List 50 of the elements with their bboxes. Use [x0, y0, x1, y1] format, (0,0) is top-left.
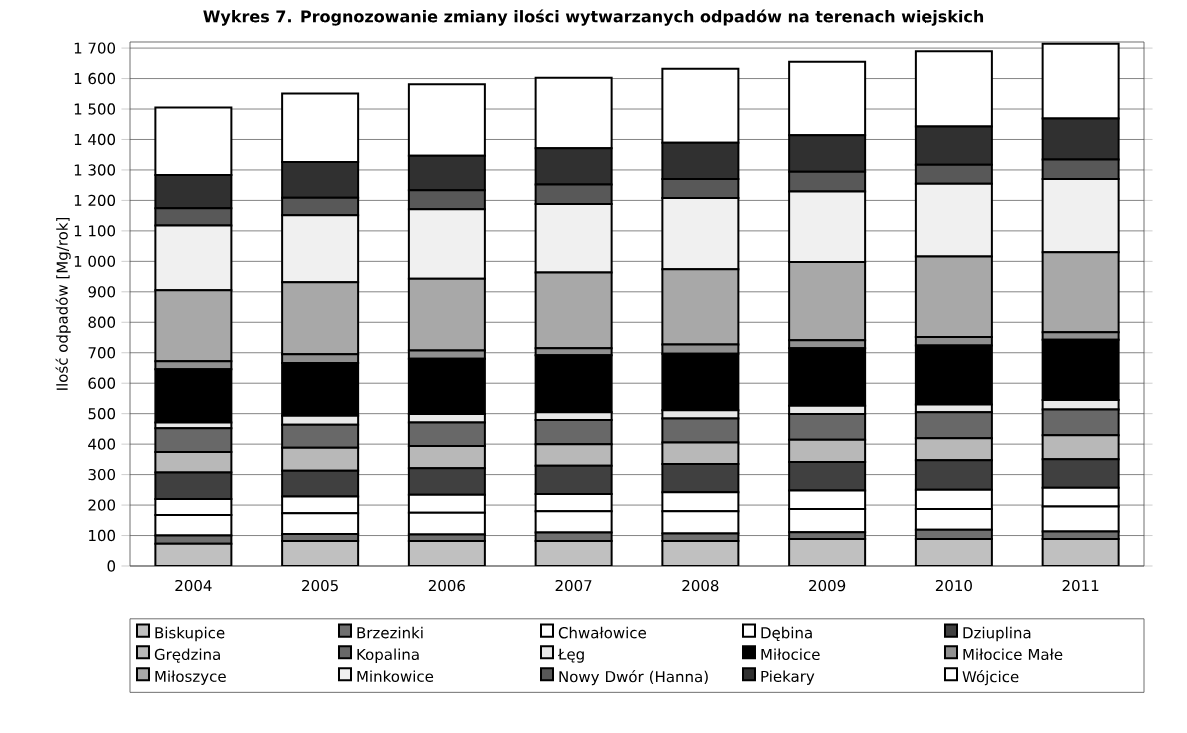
y-tick-label: 700 — [88, 347, 116, 359]
x-tick-label: 2007 — [555, 579, 592, 592]
legend-label: Chwałowice — [558, 626, 647, 639]
legend-label: Piekary — [761, 670, 815, 685]
x-tick-label: 2005 — [302, 579, 338, 592]
y-tick-label: 800 — [88, 316, 116, 328]
y-tick-label: 1 600 — [74, 72, 116, 85]
chart-title: Wykres 7. Prognozowanie zmiany ilości wytwarzanych odpadów na terenach wiejskich — [203, 9, 984, 26]
legend-label: Brzezinki — [357, 626, 423, 639]
legend-label: Dziuplina — [963, 626, 1031, 642]
y-tick-label: 300 — [88, 468, 116, 481]
bar — [914, 537, 993, 566]
y-tick-label: 100 — [89, 529, 116, 542]
bar — [661, 540, 740, 566]
y-tick-label: 200 — [88, 499, 116, 511]
legend-label: Kopalina — [357, 648, 419, 663]
legend-label: Grędzina — [154, 648, 220, 663]
bar — [408, 541, 485, 566]
x-tick-label: 2006 — [428, 579, 466, 592]
y-axis-title: Ilość odpadów [Mg/rok] — [55, 217, 71, 390]
y-tick-label: 1 400 — [74, 133, 116, 146]
y-tick-label: 500 — [88, 408, 116, 420]
y-tick-label: 600 — [88, 377, 116, 389]
legend-label: Miłocice Małe — [963, 648, 1063, 661]
legend-label: Miłocice — [761, 648, 820, 661]
legend-label: Wójcice — [962, 670, 1019, 686]
legend-label: Biskupice — [155, 626, 225, 642]
x-tick-label: 2009 — [809, 579, 846, 592]
y-tick-label: 1 200 — [74, 194, 116, 207]
bar — [534, 540, 613, 566]
y-tick-label: 1 100 — [74, 225, 116, 237]
y-tick-label: 1 300 — [74, 164, 116, 176]
y-tick-label: 1 700 — [74, 42, 116, 54]
legend-label: Łęg — [557, 648, 584, 663]
legend-label: Dębina — [761, 626, 812, 642]
y-tick-label: 900 — [88, 286, 116, 298]
y-tick-label: 400 — [88, 438, 116, 450]
bar — [1041, 537, 1120, 566]
y-tick-label: 1 500 — [74, 103, 116, 115]
legend-label: Nowy Dwór (Hanna) — [559, 670, 708, 686]
legend-label: Miłoszyce — [155, 670, 226, 685]
y-tick-label: 1 000 — [74, 255, 116, 268]
bar — [788, 537, 867, 566]
bar — [281, 540, 360, 566]
x-tick-label: 2011 — [1062, 579, 1099, 592]
x-tick-label: 2010 — [935, 579, 972, 592]
y-tick-label: 0 — [107, 560, 116, 572]
legend-label: Minkowice — [357, 670, 434, 683]
x-tick-label: 2004 — [175, 579, 212, 592]
x-tick-label: 2008 — [682, 579, 719, 592]
